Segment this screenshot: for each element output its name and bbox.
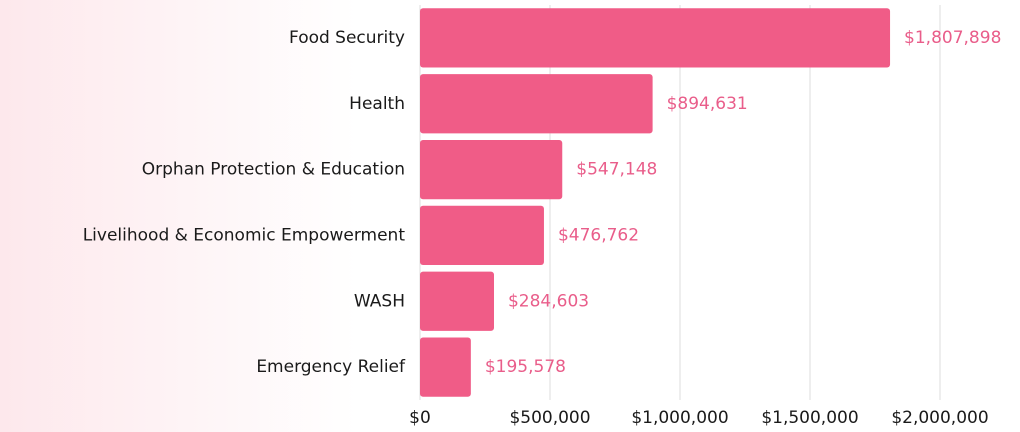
value-label: $195,578 bbox=[485, 357, 566, 377]
value-label: $1,807,898 bbox=[904, 28, 1001, 48]
value-label: $547,148 bbox=[576, 160, 657, 180]
bar bbox=[420, 337, 471, 397]
bar bbox=[420, 8, 891, 68]
y-tick-label: Food Security bbox=[289, 28, 405, 48]
x-tick-label: $500,000 bbox=[509, 408, 590, 428]
x-tick-label: $1,500,000 bbox=[761, 408, 858, 428]
value-label: $284,603 bbox=[508, 291, 589, 311]
y-tick-label: Orphan Protection & Education bbox=[142, 160, 405, 180]
y-tick-label: Health bbox=[349, 94, 405, 114]
y-tick-label: WASH bbox=[354, 291, 405, 311]
value-label: $894,631 bbox=[667, 94, 748, 114]
x-tick-label: $1,000,000 bbox=[631, 408, 728, 428]
y-tick-label: Emergency Relief bbox=[256, 357, 406, 377]
x-tick-label: $0 bbox=[409, 408, 431, 428]
value-label: $476,762 bbox=[558, 225, 639, 245]
bar bbox=[420, 139, 563, 200]
y-tick-label: Livelihood & Economic Empowerment bbox=[83, 225, 406, 245]
bar bbox=[420, 205, 544, 266]
bar bbox=[420, 74, 653, 134]
bar bbox=[420, 271, 494, 331]
x-tick-label: $2,000,000 bbox=[891, 408, 988, 428]
